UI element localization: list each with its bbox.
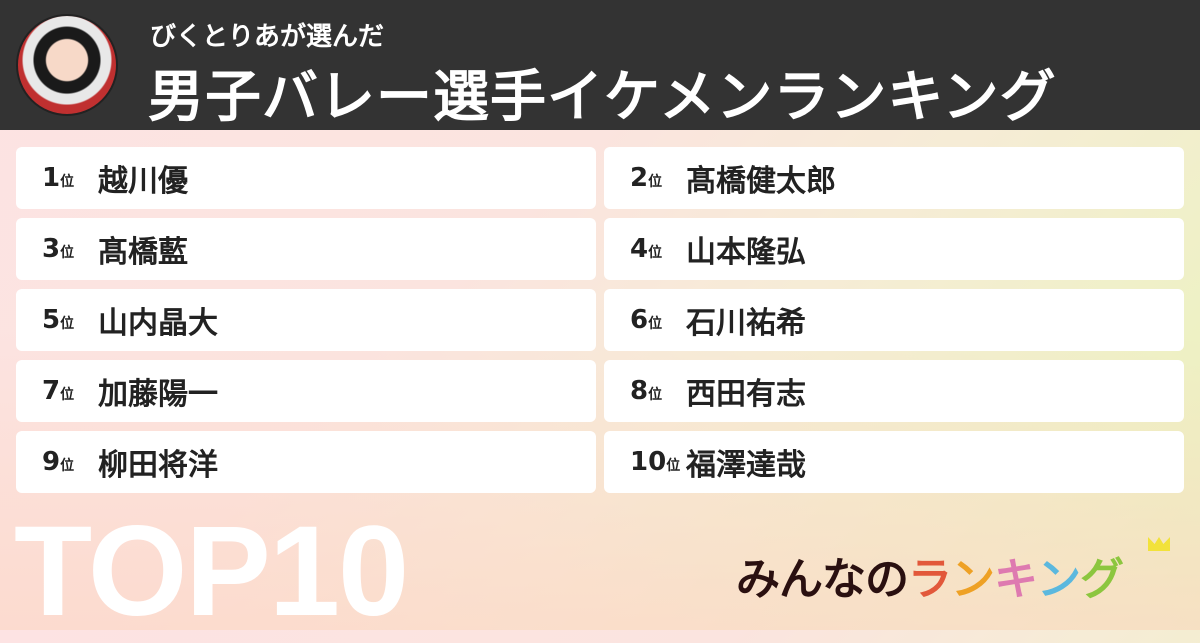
ranking-item[interactable]: 10位 福澤達哉 — [604, 431, 1184, 493]
rank-number: 6位 — [630, 305, 663, 335]
ranking-item[interactable]: 3位 髙橋藍 — [16, 218, 596, 280]
player-name: 西田有志 — [686, 377, 806, 412]
rank-number: 7位 — [42, 376, 75, 406]
player-name: 山本隆弘 — [686, 235, 806, 270]
rank-number: 4位 — [630, 234, 663, 264]
player-name: 加藤陽一 — [98, 377, 218, 412]
ranking-item[interactable]: 8位 西田有志 — [604, 360, 1184, 422]
player-name: 福澤達哉 — [686, 448, 806, 483]
top10-badge: TOP10 — [14, 500, 409, 643]
player-name: 石川祐希 — [686, 306, 806, 341]
page-title: 男子バレー選手イケメンランキング — [148, 65, 1057, 130]
player-name: 山内晶大 — [98, 306, 218, 341]
logo-letter: キ — [994, 554, 1038, 605]
logo-letter: ン — [1037, 554, 1081, 605]
ranking-item[interactable]: 2位 髙橋健太郎 — [604, 147, 1184, 209]
logo-letter: ン — [951, 554, 995, 605]
rank-number: 9位 — [42, 447, 75, 477]
ranking-item[interactable]: 1位 越川優 — [16, 147, 596, 209]
ranking-item[interactable]: 7位 加藤陽一 — [16, 360, 596, 422]
rank-number: 8位 — [630, 376, 663, 406]
rank-number: 3位 — [42, 234, 75, 264]
player-name: 越川優 — [98, 164, 188, 199]
rank-number: 2位 — [630, 163, 663, 193]
player-name: 柳田将洋 — [98, 448, 218, 483]
ranking-item[interactable]: 6位 石川祐希 — [604, 289, 1184, 351]
ranking-item[interactable]: 9位 柳田将洋 — [16, 431, 596, 493]
player-name: 髙橋藍 — [98, 235, 188, 270]
user-avatar — [16, 14, 118, 116]
subtitle: びくとりあが選んだ — [150, 22, 385, 52]
logo-letter: グ — [1080, 554, 1124, 605]
header: びくとりあが選んだ 男子バレー選手イケメンランキング — [0, 0, 1200, 130]
ranking-item[interactable]: 5位 山内晶大 — [16, 289, 596, 351]
rank-number: 10位 — [630, 447, 681, 477]
rank-number: 5位 — [42, 305, 75, 335]
player-name: 髙橋健太郎 — [686, 164, 836, 199]
logo-letter: ラ — [908, 554, 952, 605]
site-logo: みんなのランキング — [736, 543, 1124, 607]
rank-number: 1位 — [42, 163, 75, 193]
logo-text: みんなの — [736, 554, 909, 605]
ranking-item[interactable]: 4位 山本隆弘 — [604, 218, 1184, 280]
